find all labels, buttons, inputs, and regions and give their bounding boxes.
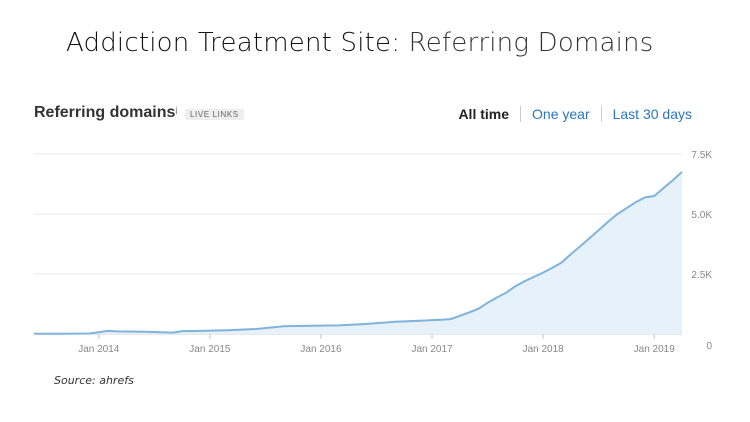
- source-note: Source: ahrefs: [54, 374, 134, 387]
- y-tick-label: 7.5K: [691, 150, 712, 161]
- x-tick-label: Jan 2014: [78, 344, 120, 355]
- area-fill: [34, 171, 682, 334]
- range-tab-all-time[interactable]: All time: [458, 106, 510, 122]
- y-tick-label: 2.5K: [691, 270, 712, 281]
- referring-domains-chart: 0 2.5K 5.0K 7.5K Jan 2014 Jan 2015 Jan 2016 Jan…: [34, 150, 712, 355]
- widget-header: Referring domains i LIVE LINKS All time …: [34, 104, 700, 126]
- page-title-accent: Referring Domains: [400, 28, 654, 58]
- range-tab-one-year[interactable]: One year: [532, 106, 590, 122]
- info-icon[interactable]: i: [175, 106, 178, 117]
- range-divider: [520, 106, 522, 122]
- range-tabs: All time One year Last 30 days: [447, 106, 692, 122]
- y-tick-label: 0: [706, 341, 712, 352]
- x-tick-label: Jan 2019: [634, 344, 676, 355]
- live-links-badge: LIVE LINKS: [185, 109, 244, 120]
- x-tick-label: Jan 2017: [411, 344, 453, 355]
- widget-title: Referring domains: [34, 104, 176, 121]
- range-divider: [600, 106, 602, 122]
- series-line: [34, 171, 683, 335]
- range-tab-last-30-days[interactable]: Last 30 days: [612, 106, 692, 122]
- x-tick-label: Jan 2015: [189, 344, 231, 355]
- x-tick-label: Jan 2016: [300, 344, 342, 355]
- page-title-main: Addiction Treatment Site:: [66, 28, 401, 58]
- x-tick-label: Jan 2018: [523, 344, 565, 355]
- y-tick-label: 5.0K: [691, 210, 712, 221]
- page-title: Addiction Treatment Site: Referring Doma…: [66, 28, 653, 58]
